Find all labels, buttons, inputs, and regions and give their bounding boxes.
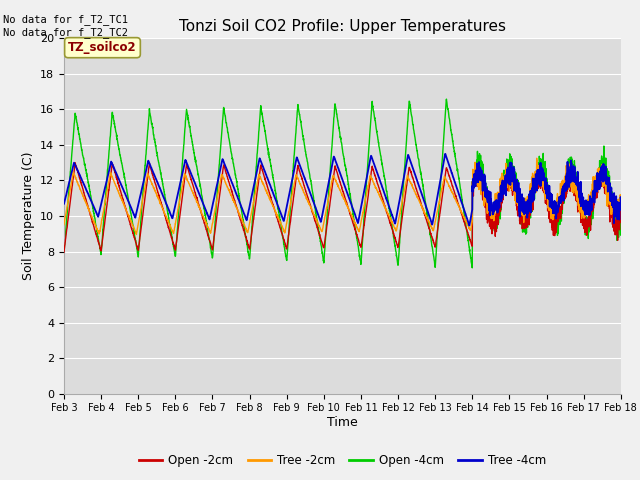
Title: Tonzi Soil CO2 Profile: Upper Temperatures: Tonzi Soil CO2 Profile: Upper Temperatur… [179,20,506,35]
Legend: Open -2cm, Tree -2cm, Open -4cm, Tree -4cm: Open -2cm, Tree -2cm, Open -4cm, Tree -4… [134,449,550,472]
Text: No data for f_T2_TC1
No data for f_T2_TC2: No data for f_T2_TC1 No data for f_T2_TC… [3,14,128,38]
Text: TZ_soilco2: TZ_soilco2 [68,41,137,54]
X-axis label: Time: Time [327,416,358,429]
Y-axis label: Soil Temperature (C): Soil Temperature (C) [22,152,35,280]
